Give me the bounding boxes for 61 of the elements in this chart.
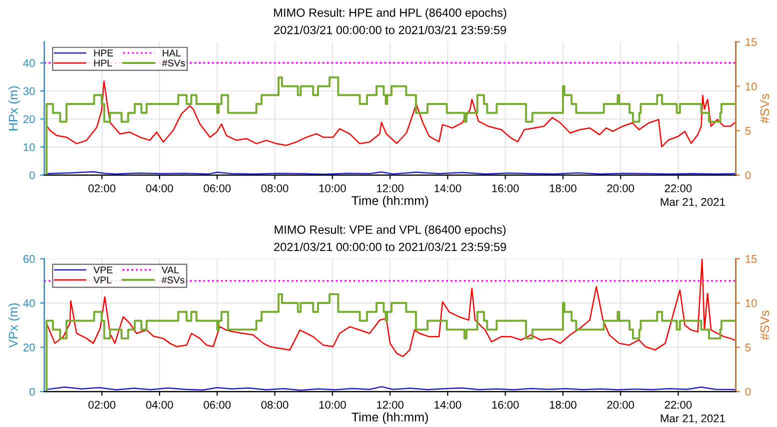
x-tick-label: 14:00 bbox=[434, 400, 462, 409]
y2-axis-title: #SVs bbox=[760, 310, 770, 340]
x-tick-label: 14:00 bbox=[434, 184, 462, 192]
y2-axis-title: #SVs bbox=[760, 94, 770, 124]
y2-tick-label: 15 bbox=[746, 255, 757, 263]
y2-tick-label: 0 bbox=[745, 171, 751, 180]
y-tick-label: 0 bbox=[30, 388, 35, 396]
y2-tick-label: 15 bbox=[746, 38, 757, 46]
y-tick-label: 40 bbox=[23, 299, 35, 308]
x-tick-label: 08:00 bbox=[261, 184, 288, 192]
y2-tick-label: 10 bbox=[746, 82, 757, 90]
legend-label: VPE bbox=[93, 266, 112, 274]
legend-label: VAL bbox=[162, 266, 179, 274]
y-tick-label: 20 bbox=[23, 115, 35, 124]
x-tick-label: 18:00 bbox=[550, 400, 576, 409]
y-axis-title: VPx (m) bbox=[8, 303, 20, 348]
x-tick-label: 20:00 bbox=[607, 184, 634, 192]
chart-subtitle: 2021/03/21 00:00:00 to 2021/03/21 23:59:59 bbox=[274, 26, 506, 34]
text: Mar 21, 2021 bbox=[660, 414, 725, 424]
x-tick-label: 06:00 bbox=[204, 184, 231, 192]
legend-label: VPL bbox=[93, 276, 112, 284]
text: Mar 21, 2021 bbox=[660, 198, 725, 208]
y2-tick-label: 10 bbox=[746, 299, 757, 308]
legend-label: #SVs bbox=[162, 276, 184, 284]
chart-subtitle: 2021/03/21 00:00:00 to 2021/03/21 23:59:59 bbox=[274, 242, 506, 252]
x-tick-label: 12:00 bbox=[377, 400, 404, 409]
x-axis-title: Time (hh:mm) bbox=[352, 196, 428, 208]
x-tick-label: 18:00 bbox=[550, 184, 576, 192]
x-tick-label: 10:00 bbox=[319, 184, 346, 192]
y2-tick-label: 0 bbox=[745, 388, 751, 396]
y2-tick-label: 5 bbox=[745, 127, 751, 135]
x-tick-label: 20:00 bbox=[607, 400, 634, 409]
x-tick-label: 06:00 bbox=[204, 400, 231, 409]
x-tick-label: 04:00 bbox=[146, 184, 174, 192]
x-tick-label: 08:00 bbox=[261, 400, 288, 409]
legend-label: HPL bbox=[94, 60, 112, 66]
y-tick-label: 30 bbox=[23, 87, 35, 96]
x-axis-title: Time (hh:mm) bbox=[352, 412, 428, 424]
line-series bbox=[46, 258, 736, 358]
chart-title: MIMO Result: HPE and HPL (86400 epochs) bbox=[274, 8, 506, 20]
y-tick-label: 60 bbox=[23, 255, 35, 263]
legend-label: HAL bbox=[162, 50, 181, 56]
x-tick-label: 22:00 bbox=[664, 400, 692, 409]
x-tick-label: 22:00 bbox=[664, 184, 692, 192]
legend-label: #SVs bbox=[162, 60, 185, 66]
x-tick-label: 02:00 bbox=[88, 400, 116, 409]
y-tick-label: 40 bbox=[23, 59, 35, 68]
x-tick-label: 16:00 bbox=[492, 184, 519, 192]
y2-tick-label: 5 bbox=[745, 344, 751, 352]
x-tick-label: 16:00 bbox=[492, 400, 519, 409]
x-tick-label: 10:00 bbox=[319, 400, 346, 409]
x-tick-label: 04:00 bbox=[146, 400, 174, 409]
chart-title: MIMO Result: VPE and VPL (86400 epochs) bbox=[274, 225, 506, 236]
line-series bbox=[46, 80, 736, 148]
y-tick-label: 10 bbox=[24, 143, 35, 152]
y-tick-label: 20 bbox=[23, 344, 35, 352]
y-tick-label: 0 bbox=[30, 171, 35, 180]
x-tick-label: 02:00 bbox=[88, 184, 116, 192]
y-axis-title: HPx (m) bbox=[8, 86, 20, 130]
legend-label: HPE bbox=[94, 50, 114, 56]
x-tick-label: 12:00 bbox=[377, 184, 404, 192]
